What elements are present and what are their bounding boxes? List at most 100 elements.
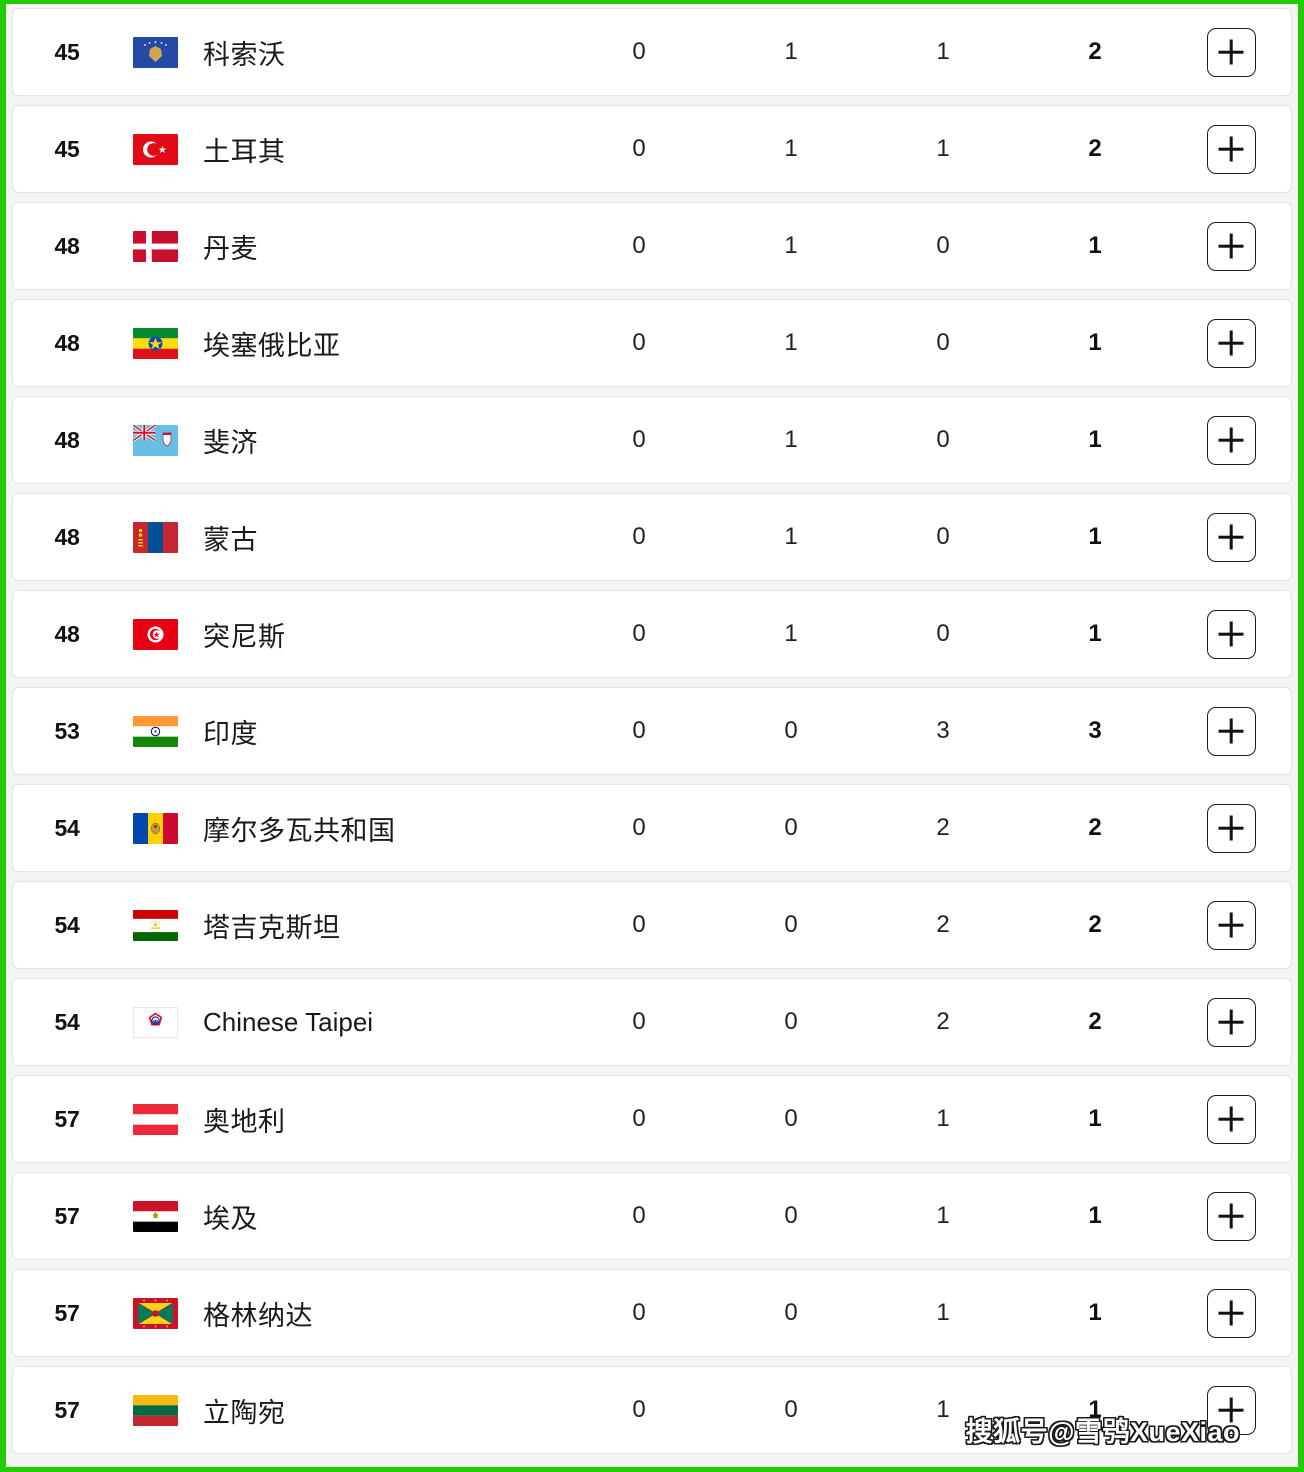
gold-count: 0 — [632, 135, 646, 162]
action-cell — [1171, 512, 1291, 562]
silver-count: 0 — [784, 814, 798, 841]
action-cell — [1171, 1288, 1291, 1338]
silver-count: 0 — [784, 911, 798, 938]
total-count: 2 — [1088, 911, 1102, 938]
table-row[interactable]: 54 摩尔多瓦共和国 0 0 2 2 — [12, 784, 1292, 872]
expand-plus-icon-button[interactable] — [1206, 1191, 1256, 1241]
expand-plus-icon-button[interactable] — [1206, 124, 1256, 174]
silver-count: 1 — [784, 426, 798, 453]
expand-plus-icon-button[interactable] — [1206, 27, 1256, 77]
table-row[interactable]: 53 印度 0 0 3 3 — [12, 687, 1292, 775]
action-cell — [1171, 221, 1291, 271]
grenada-flag — [121, 1297, 189, 1329]
country-name: 埃塞俄比亚 — [203, 330, 341, 361]
austria-flag — [121, 1103, 189, 1135]
silver-count: 1 — [784, 135, 798, 162]
silver-count: 0 — [784, 1105, 798, 1132]
table-row[interactable]: 57 奥地利 0 0 1 1 — [12, 1075, 1292, 1163]
action-cell — [1171, 1191, 1291, 1241]
expand-plus-icon-button[interactable] — [1206, 1094, 1256, 1144]
table-row[interactable]: 57 立陶宛 0 0 1 1 — [12, 1366, 1292, 1454]
expand-plus-icon-button[interactable] — [1206, 415, 1256, 465]
total-count: 1 — [1088, 232, 1102, 259]
bronze-count: 1 — [936, 38, 950, 65]
country-name: 埃及 — [203, 1203, 258, 1234]
rank-value: 57 — [54, 1396, 80, 1423]
denmark-flag — [121, 230, 189, 262]
expand-plus-icon-button[interactable] — [1206, 1385, 1256, 1435]
expand-plus-icon-button[interactable] — [1206, 997, 1256, 1047]
silver-count: 1 — [784, 620, 798, 647]
turkey-flag — [121, 133, 189, 165]
country-name: 格林纳达 — [203, 1300, 313, 1331]
rank-value: 48 — [54, 426, 80, 453]
bronze-count: 1 — [936, 1299, 950, 1326]
total-count: 2 — [1088, 814, 1102, 841]
total-count: 2 — [1088, 135, 1102, 162]
fiji-flag — [121, 424, 189, 456]
india-flag — [121, 715, 189, 747]
table-row[interactable]: 48 蒙古 0 1 0 1 — [12, 493, 1292, 581]
gold-count: 0 — [632, 426, 646, 453]
silver-count: 0 — [784, 1396, 798, 1423]
bronze-count: 0 — [936, 620, 950, 647]
gold-count: 0 — [632, 717, 646, 744]
bronze-count: 0 — [936, 232, 950, 259]
total-count: 1 — [1088, 329, 1102, 356]
action-cell — [1171, 1385, 1291, 1435]
tajikistan-flag — [121, 909, 189, 941]
table-row[interactable]: 45 土耳其 0 1 1 2 — [12, 105, 1292, 193]
table-row[interactable]: 54 塔吉克斯坦 0 0 2 2 — [12, 881, 1292, 969]
bronze-count: 2 — [936, 814, 950, 841]
bronze-count: 1 — [936, 1105, 950, 1132]
table-row[interactable]: 48 突尼斯 0 1 0 1 — [12, 590, 1292, 678]
expand-plus-icon-button[interactable] — [1206, 609, 1256, 659]
expand-plus-icon-button[interactable] — [1206, 803, 1256, 853]
table-row[interactable]: 48 埃塞俄比亚 0 1 0 1 — [12, 299, 1292, 387]
action-cell — [1171, 609, 1291, 659]
action-cell — [1171, 803, 1291, 853]
rank-value: 48 — [54, 620, 80, 647]
total-count: 1 — [1088, 1202, 1102, 1229]
action-cell — [1171, 1094, 1291, 1144]
rank-value: 54 — [54, 1008, 80, 1035]
expand-plus-icon-button[interactable] — [1206, 706, 1256, 756]
country-name: 斐济 — [203, 427, 258, 458]
expand-plus-icon-button[interactable] — [1206, 512, 1256, 562]
mongolia-flag — [121, 521, 189, 553]
silver-count: 1 — [784, 329, 798, 356]
silver-count: 1 — [784, 232, 798, 259]
country-name: 奥地利 — [203, 1106, 286, 1137]
expand-plus-icon-button[interactable] — [1206, 900, 1256, 950]
bronze-count: 1 — [936, 1396, 950, 1423]
bronze-count: 1 — [936, 1202, 950, 1229]
silver-count: 0 — [784, 717, 798, 744]
table-row[interactable]: 57 埃及 0 0 1 1 — [12, 1172, 1292, 1260]
expand-plus-icon-button[interactable] — [1206, 221, 1256, 271]
gold-count: 0 — [632, 232, 646, 259]
country-name: 土耳其 — [203, 136, 286, 167]
gold-count: 0 — [632, 1202, 646, 1229]
table-row[interactable]: 48 斐济 0 1 0 1 — [12, 396, 1292, 484]
expand-plus-icon-button[interactable] — [1206, 318, 1256, 368]
rank-value: 57 — [54, 1299, 80, 1326]
rank-value: 48 — [54, 232, 80, 259]
rank-value: 57 — [54, 1202, 80, 1229]
country-name: 丹麦 — [203, 233, 258, 264]
action-cell — [1171, 900, 1291, 950]
table-row[interactable]: 45 科索沃 0 1 1 2 — [12, 8, 1292, 96]
total-count: 1 — [1088, 1396, 1102, 1423]
table-row[interactable]: 48 丹麦 0 1 0 1 — [12, 202, 1292, 290]
chinese-taipei-flag — [121, 1006, 189, 1038]
rank-value: 54 — [54, 911, 80, 938]
table-row[interactable]: 57 格林纳达 0 0 1 1 — [12, 1269, 1292, 1357]
country-name: 塔吉克斯坦 — [203, 912, 341, 943]
total-count: 1 — [1088, 426, 1102, 453]
rank-value: 48 — [54, 329, 80, 356]
bronze-count: 1 — [936, 135, 950, 162]
action-cell — [1171, 318, 1291, 368]
moldova-flag — [121, 812, 189, 844]
table-row[interactable]: 54 Chinese Taipei 0 0 2 2 — [12, 978, 1292, 1066]
expand-plus-icon-button[interactable] — [1206, 1288, 1256, 1338]
rank-value: 54 — [54, 814, 80, 841]
